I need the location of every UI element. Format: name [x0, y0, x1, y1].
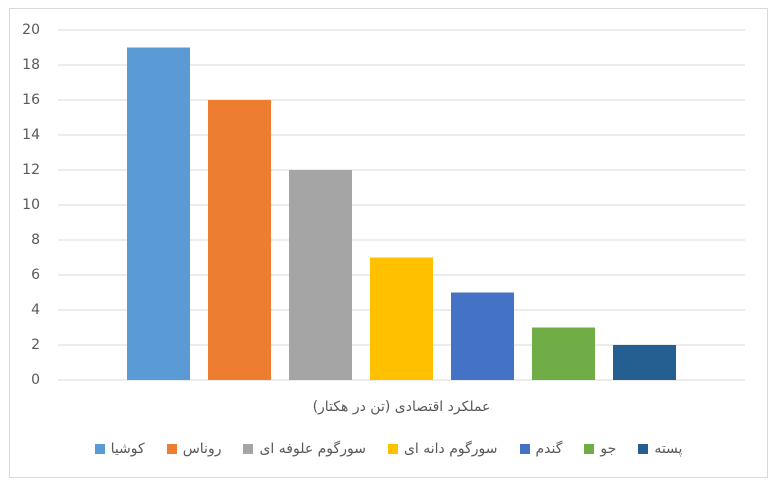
y-tick-label: 10 — [22, 197, 40, 213]
bar — [613, 345, 676, 380]
y-tick-label: 20 — [22, 22, 40, 38]
y-tick-label: 18 — [22, 57, 40, 73]
legend-label: سورگوم علوفه ای — [259, 441, 366, 457]
bar — [208, 100, 271, 380]
bar — [127, 47, 190, 380]
bar — [532, 327, 595, 380]
legend-item: کوشیا — [94, 441, 145, 457]
legend-swatch — [387, 444, 398, 454]
bar — [289, 170, 352, 380]
legend-label: پسته — [654, 441, 683, 457]
legend-label: کوشیا — [110, 441, 145, 457]
y-tick-label: 14 — [22, 127, 40, 143]
y-tick-label: 0 — [31, 372, 40, 388]
legend-item: روناس — [166, 441, 222, 457]
legend-item: جو — [584, 441, 616, 457]
y-tick-label: 4 — [31, 302, 40, 318]
legend-item: سورگوم علوفه ای — [243, 441, 366, 457]
legend-label: سورگوم دانه ای — [403, 441, 498, 457]
legend-swatch — [166, 444, 177, 454]
legend-swatch — [584, 444, 595, 454]
legend-label: گندم — [535, 441, 563, 457]
legend-item: سورگوم دانه ای — [387, 441, 498, 457]
legend-label: روناس — [182, 441, 222, 457]
legend-item: گندم — [519, 441, 563, 457]
y-tick-label: 6 — [31, 267, 40, 283]
legend: کوشیا روناس سورگوم علوفه ای سورگوم دانه ای گ… — [0, 441, 777, 457]
legend-label: جو — [600, 441, 617, 457]
legend-swatch — [94, 444, 105, 454]
y-tick-label: 12 — [22, 162, 40, 178]
y-tick-label: 2 — [31, 337, 40, 353]
legend-swatch — [243, 444, 254, 454]
legend-item: پسته — [638, 441, 682, 457]
y-tick-label: 8 — [31, 232, 40, 248]
bar — [370, 257, 433, 380]
bar — [451, 292, 514, 380]
y-tick-label: 16 — [22, 92, 40, 108]
x-tick-label: عملکرد اقتصادی (تن در هکتار) — [313, 399, 491, 415]
legend-swatch — [638, 444, 649, 454]
legend-swatch — [519, 444, 530, 454]
